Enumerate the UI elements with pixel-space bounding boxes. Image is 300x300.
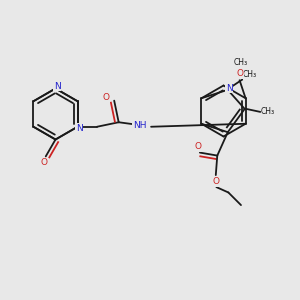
Text: CH₃: CH₃ (243, 70, 257, 79)
Text: O: O (213, 177, 220, 186)
Text: N: N (76, 124, 82, 133)
Text: CH₃: CH₃ (261, 107, 275, 116)
Text: CH₃: CH₃ (233, 58, 248, 68)
Text: N: N (226, 84, 233, 93)
Text: N: N (54, 82, 60, 91)
Text: O: O (41, 158, 48, 167)
Text: NH: NH (133, 121, 146, 130)
Text: O: O (195, 142, 202, 151)
Text: O: O (237, 69, 244, 78)
Text: O: O (102, 93, 109, 102)
